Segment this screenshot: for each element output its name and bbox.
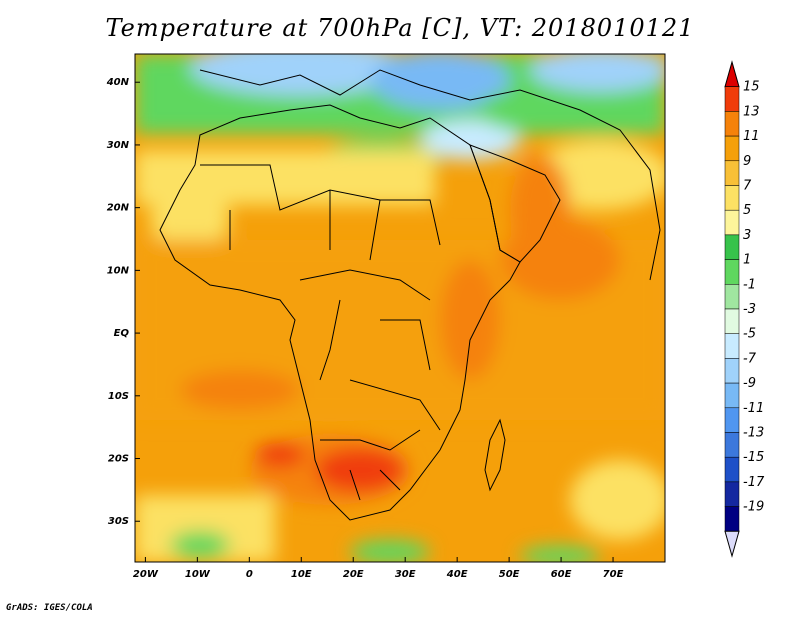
colorbar-swatch [724, 481, 740, 507]
colorbar-swatch [724, 333, 740, 359]
colorbar-label: -17 [743, 475, 765, 490]
country-borders-north [200, 164, 441, 261]
colorbar-swatch [724, 308, 740, 334]
colorbar: 15 13 11 9 7 5 3 1 -1 -3 -5 -7 -9 -11 -13 -15 -17 -19 [724, 60, 765, 558]
colorbar-swatch [724, 407, 740, 433]
lat-tick-label: 30N [107, 140, 130, 151]
latitude-axis: 40N 30N 20N 10N EQ 10S 20S 30S [106, 77, 140, 527]
lon-tick-label: 30E [395, 569, 416, 580]
lat-tick-label: 30S [108, 516, 129, 527]
colorbar-label: 15 [743, 80, 760, 95]
colorbar-label: 1 [743, 253, 751, 268]
lon-tick-label: 40E [446, 569, 468, 580]
colorbar-swatch [724, 135, 740, 162]
colorbar-swatch [724, 160, 740, 186]
colorbar-label: -11 [743, 401, 764, 416]
colorbar-swatch [724, 456, 740, 483]
country-borders-south [320, 429, 421, 501]
colorbar-swatch [724, 259, 740, 285]
colorbar-swatch [724, 432, 740, 458]
coastline-outlines [159, 69, 661, 521]
colorbar-swatch [724, 185, 740, 211]
lat-tick-label: 10N [107, 265, 130, 276]
colorbar-label: -1 [743, 277, 756, 292]
colorbar-label: -19 [743, 500, 764, 515]
colorbar-swatch [724, 284, 740, 310]
colorbar-label: -5 [743, 327, 756, 342]
lon-tick-label: 60E [551, 569, 572, 580]
lat-tick-label: 10S [108, 391, 129, 402]
lat-tick-label: EQ [114, 328, 130, 339]
colorbar-label: 11 [743, 129, 760, 144]
colorbar-swatch [724, 506, 740, 532]
temperature-field [135, 54, 665, 562]
map-title: Temperature at 700hPa [C], VT: 201801012… [105, 14, 695, 42]
grads-credit: GrADS: IGES/COLA [6, 603, 93, 613]
lon-tick-label: 20W [133, 569, 159, 580]
colorbar-label: 7 [743, 179, 752, 194]
colorbar-label: 3 [743, 228, 751, 243]
lon-tick-label: 70E [603, 569, 624, 580]
lat-tick-label: 40N [106, 77, 130, 88]
colorbar-label: -3 [743, 302, 756, 317]
colorbar-label: 13 [743, 104, 760, 119]
colorbar-cap-bottom [724, 530, 740, 558]
colorbar-label: -13 [743, 426, 764, 441]
lat-tick-label: 20S [108, 454, 129, 465]
colorbar-label: 9 [743, 154, 751, 169]
colorbar-label: -15 [743, 450, 764, 465]
country-borders-central [299, 269, 441, 431]
map-frame [134, 53, 666, 563]
colorbar-swatch [724, 209, 740, 236]
longitude-axis: 20W 10W 0 10E 20E 30E 40E 50E 60E 70E [133, 557, 624, 580]
lon-tick-label: 10W [185, 569, 211, 580]
colorbar-label: -7 [743, 351, 757, 366]
lat-tick-label: 20N [107, 203, 130, 214]
lon-tick-label: 0 [246, 569, 253, 580]
colorbar-swatch [724, 382, 740, 409]
colorbar-swatch [724, 86, 740, 112]
colorbar-label: -9 [743, 376, 756, 391]
colorbar-cap-top [724, 60, 740, 88]
madagascar-outline [484, 418, 506, 492]
africa-coastline [159, 104, 521, 521]
arabia-outline [469, 144, 561, 263]
europe-coast [199, 69, 661, 281]
lon-tick-label: 20E [343, 569, 364, 580]
colorbar-swatch [724, 234, 740, 260]
lon-tick-label: 50E [499, 569, 520, 580]
colorbar-label: 5 [743, 203, 751, 218]
colorbar-swatch [724, 111, 740, 137]
lon-tick-label: 10E [291, 569, 312, 580]
colorbar-swatch [724, 358, 740, 384]
